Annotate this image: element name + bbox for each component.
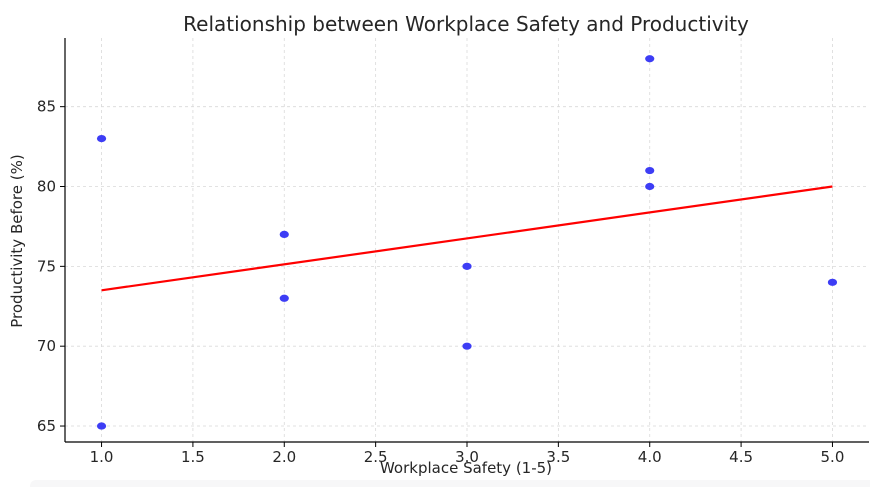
y-tick-label: 75 xyxy=(37,257,56,275)
trendline-layer xyxy=(101,185,833,292)
scatter-point xyxy=(645,55,655,63)
y-tick-label: 65 xyxy=(37,417,56,435)
y-tick-label: 80 xyxy=(37,178,56,196)
x-axis-title: Workplace Safety (1-5) xyxy=(380,459,552,477)
scatter-point xyxy=(462,262,472,270)
x-tick-labels: 1.0 1.5 2.0 2.5 3.0 3.5 4.0 4.5 5.0 xyxy=(90,448,845,466)
x-tick-label: 4.0 xyxy=(638,448,662,466)
x-tick-label: 4.5 xyxy=(729,448,753,466)
footer-strip xyxy=(30,480,870,487)
scatter-point xyxy=(645,182,655,191)
trendline xyxy=(101,185,833,292)
y-tick-labels: 65 70 75 80 85 xyxy=(37,98,56,435)
x-tick-label: 2.0 xyxy=(272,448,296,466)
scatter-point xyxy=(827,278,838,286)
scatter-point xyxy=(279,294,289,302)
x-tick-label: 2.5 xyxy=(364,448,388,466)
y-tick-label: 85 xyxy=(37,98,56,116)
axes xyxy=(60,38,869,447)
scatter-point xyxy=(96,135,107,143)
x-tick-label: 3.5 xyxy=(546,448,570,466)
x-tick-label: 5.0 xyxy=(821,448,845,466)
y-axis-title: Productivity Before (%) xyxy=(8,154,26,327)
scatter-point xyxy=(279,230,289,239)
points-layer xyxy=(96,55,838,430)
x-tick-label: 3.0 xyxy=(455,448,479,466)
grid xyxy=(65,38,869,442)
scatter-point xyxy=(462,342,472,350)
x-tick-label: 1.5 xyxy=(181,448,205,466)
chart-title: Relationship between Workplace Safety an… xyxy=(183,12,749,36)
scatter-point xyxy=(645,166,655,175)
y-tick-label: 70 xyxy=(37,337,56,355)
scatter-point xyxy=(96,422,107,430)
x-tick-label: 1.0 xyxy=(90,448,114,466)
